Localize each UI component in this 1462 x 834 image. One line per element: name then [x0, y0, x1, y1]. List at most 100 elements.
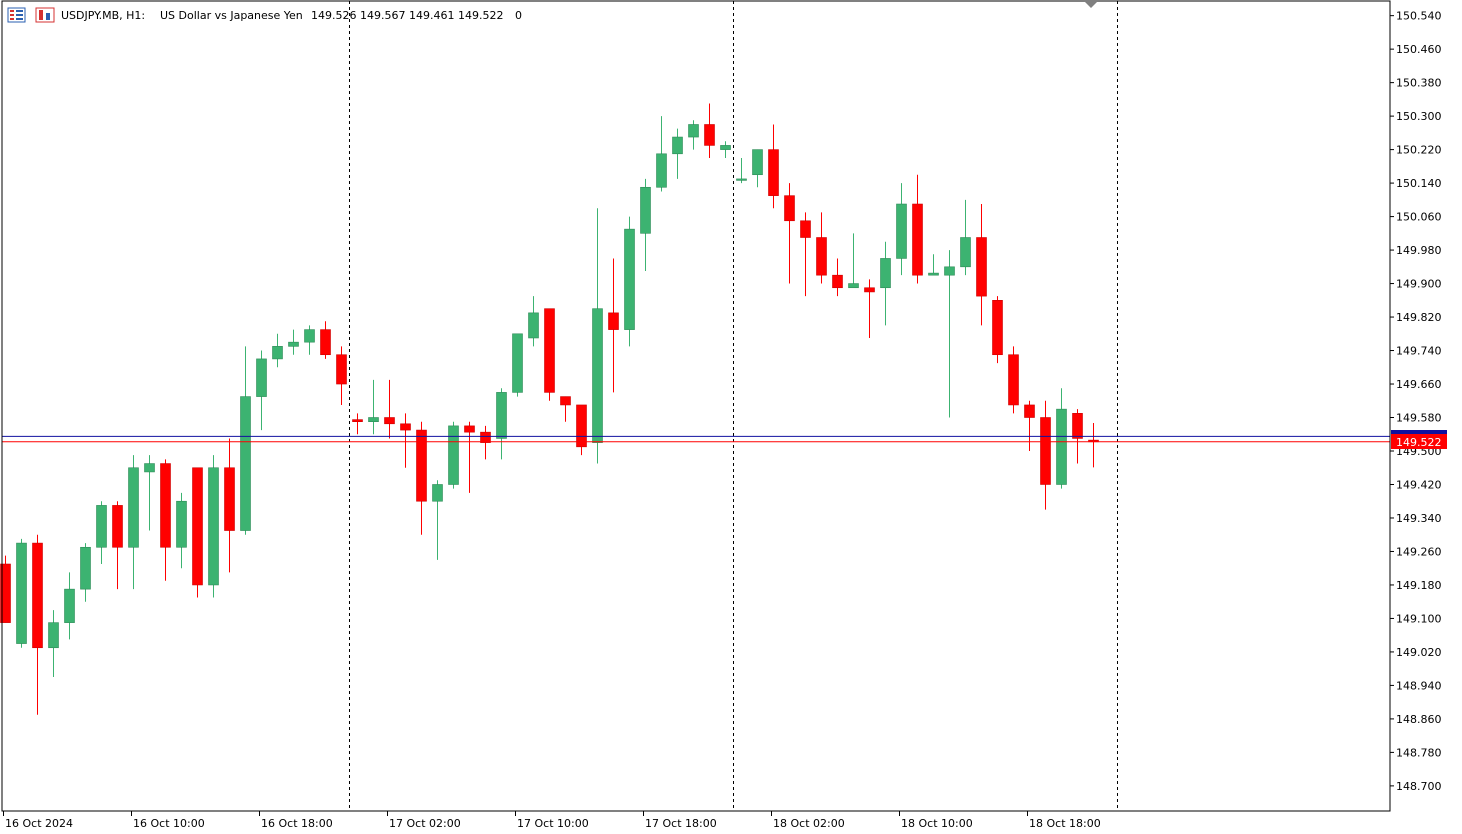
candle-body — [192, 467, 203, 586]
candle-bearish — [768, 124, 779, 209]
candle-bullish — [368, 379, 379, 435]
candle-bullish — [880, 241, 891, 326]
chart-type-icon[interactable] — [7, 7, 26, 23]
candle-bullish — [208, 455, 219, 598]
x-tick-label: 18 Oct 10:00 — [901, 817, 973, 830]
candle-body — [848, 283, 859, 289]
candle-body — [752, 149, 763, 176]
candle-body — [144, 463, 155, 473]
candle-bearish — [320, 321, 331, 359]
chart-shift-marker[interactable] — [1085, 2, 1097, 8]
candle-bullish — [176, 492, 187, 569]
price-axis: 150.540 150.460 150.380 150.300 150.220 150.1… — [1390, 10, 1442, 793]
candle-bullish — [96, 501, 107, 565]
y-tick-label: 149.420 — [1396, 478, 1442, 491]
candle-bullish — [1056, 388, 1067, 489]
candle-bearish — [192, 467, 203, 598]
candle-bullish — [688, 120, 699, 150]
candle-bullish — [928, 254, 939, 276]
candle-body — [1040, 417, 1051, 485]
candle-body — [32, 542, 43, 649]
candle-body — [928, 272, 939, 276]
candle-body — [176, 500, 187, 548]
candle-bearish — [1040, 400, 1051, 510]
y-tick-label: 150.300 — [1396, 110, 1442, 123]
candle-bearish — [912, 174, 923, 284]
candle-bearish — [864, 279, 875, 338]
symbol-icon[interactable] — [35, 7, 55, 23]
candle-body — [160, 463, 171, 548]
candle-bearish — [464, 421, 475, 493]
y-tick-label: 149.660 — [1396, 378, 1442, 391]
chart-volume: 0 — [515, 9, 522, 22]
candle-body — [960, 237, 971, 268]
current-price-label: 149.522 — [1396, 436, 1442, 449]
candle-body — [288, 341, 299, 347]
price-lines — [2, 435, 1390, 443]
candle-bearish — [992, 296, 1003, 364]
candle-bullish — [960, 199, 971, 276]
y-tick-label: 148.700 — [1396, 780, 1442, 793]
candle-body — [272, 346, 283, 360]
candle-bearish — [112, 501, 123, 590]
candle-bullish — [256, 350, 267, 431]
candle-body — [720, 145, 731, 150]
candle-bearish — [816, 212, 827, 284]
candle-body — [736, 178, 747, 181]
y-tick-label: 149.020 — [1396, 646, 1442, 659]
candle-body — [640, 186, 651, 234]
candle-body — [1024, 404, 1035, 418]
x-tick-label: 18 Oct 02:00 — [773, 817, 845, 830]
candle-body — [880, 258, 891, 289]
candle-bearish — [976, 204, 987, 326]
candle-body — [896, 203, 907, 259]
candle-body — [112, 505, 123, 548]
candle-body — [528, 312, 539, 339]
candle-bullish — [144, 455, 155, 531]
candle-bullish — [720, 141, 731, 158]
candle-bullish — [16, 538, 27, 648]
y-tick-label: 150.540 — [1396, 10, 1442, 23]
candle-bullish — [240, 346, 251, 535]
candle-body — [64, 588, 75, 623]
candle-bearish — [704, 103, 715, 158]
candle-body — [1072, 413, 1083, 439]
candle-bearish — [800, 212, 811, 297]
y-tick-label: 149.340 — [1396, 512, 1442, 525]
x-tick-label: 16 Oct 10:00 — [133, 817, 205, 830]
candle-bullish — [592, 208, 603, 464]
candle-bullish — [752, 149, 763, 188]
candle-body — [448, 425, 459, 485]
candle-body — [432, 484, 443, 502]
candle-body — [96, 505, 107, 548]
y-tick-label: 150.380 — [1396, 77, 1442, 90]
candle-bearish — [576, 404, 587, 456]
y-tick-label: 148.860 — [1396, 713, 1442, 726]
candle-body — [352, 419, 363, 422]
candle-bearish — [352, 413, 363, 435]
candle-body — [608, 312, 619, 330]
candles — [0, 103, 1099, 715]
chart-ohlc: 149.526 149.567 149.461 149.522 — [311, 9, 503, 22]
candle-body — [48, 622, 59, 649]
candle-body — [688, 124, 699, 138]
candle-bearish — [784, 183, 795, 284]
y-tick-label: 149.820 — [1396, 311, 1442, 324]
candle-body — [704, 124, 715, 146]
chart-symbol: USDJPY.MB, H1: — [61, 9, 145, 22]
candle-bearish — [32, 534, 43, 715]
candle-body — [1056, 408, 1067, 485]
candle-bullish — [944, 250, 955, 418]
candle-body — [16, 542, 27, 644]
candle-body — [208, 467, 219, 586]
candle-bullish — [672, 128, 683, 179]
candle-bullish — [432, 480, 443, 560]
candle-body — [992, 300, 1003, 356]
candle-bearish — [400, 413, 411, 468]
candle-body — [336, 354, 347, 385]
y-tick-label: 149.900 — [1396, 278, 1442, 291]
plot-frame — [1, 0, 1391, 812]
candle-body — [784, 195, 795, 222]
candle-body — [624, 228, 635, 330]
